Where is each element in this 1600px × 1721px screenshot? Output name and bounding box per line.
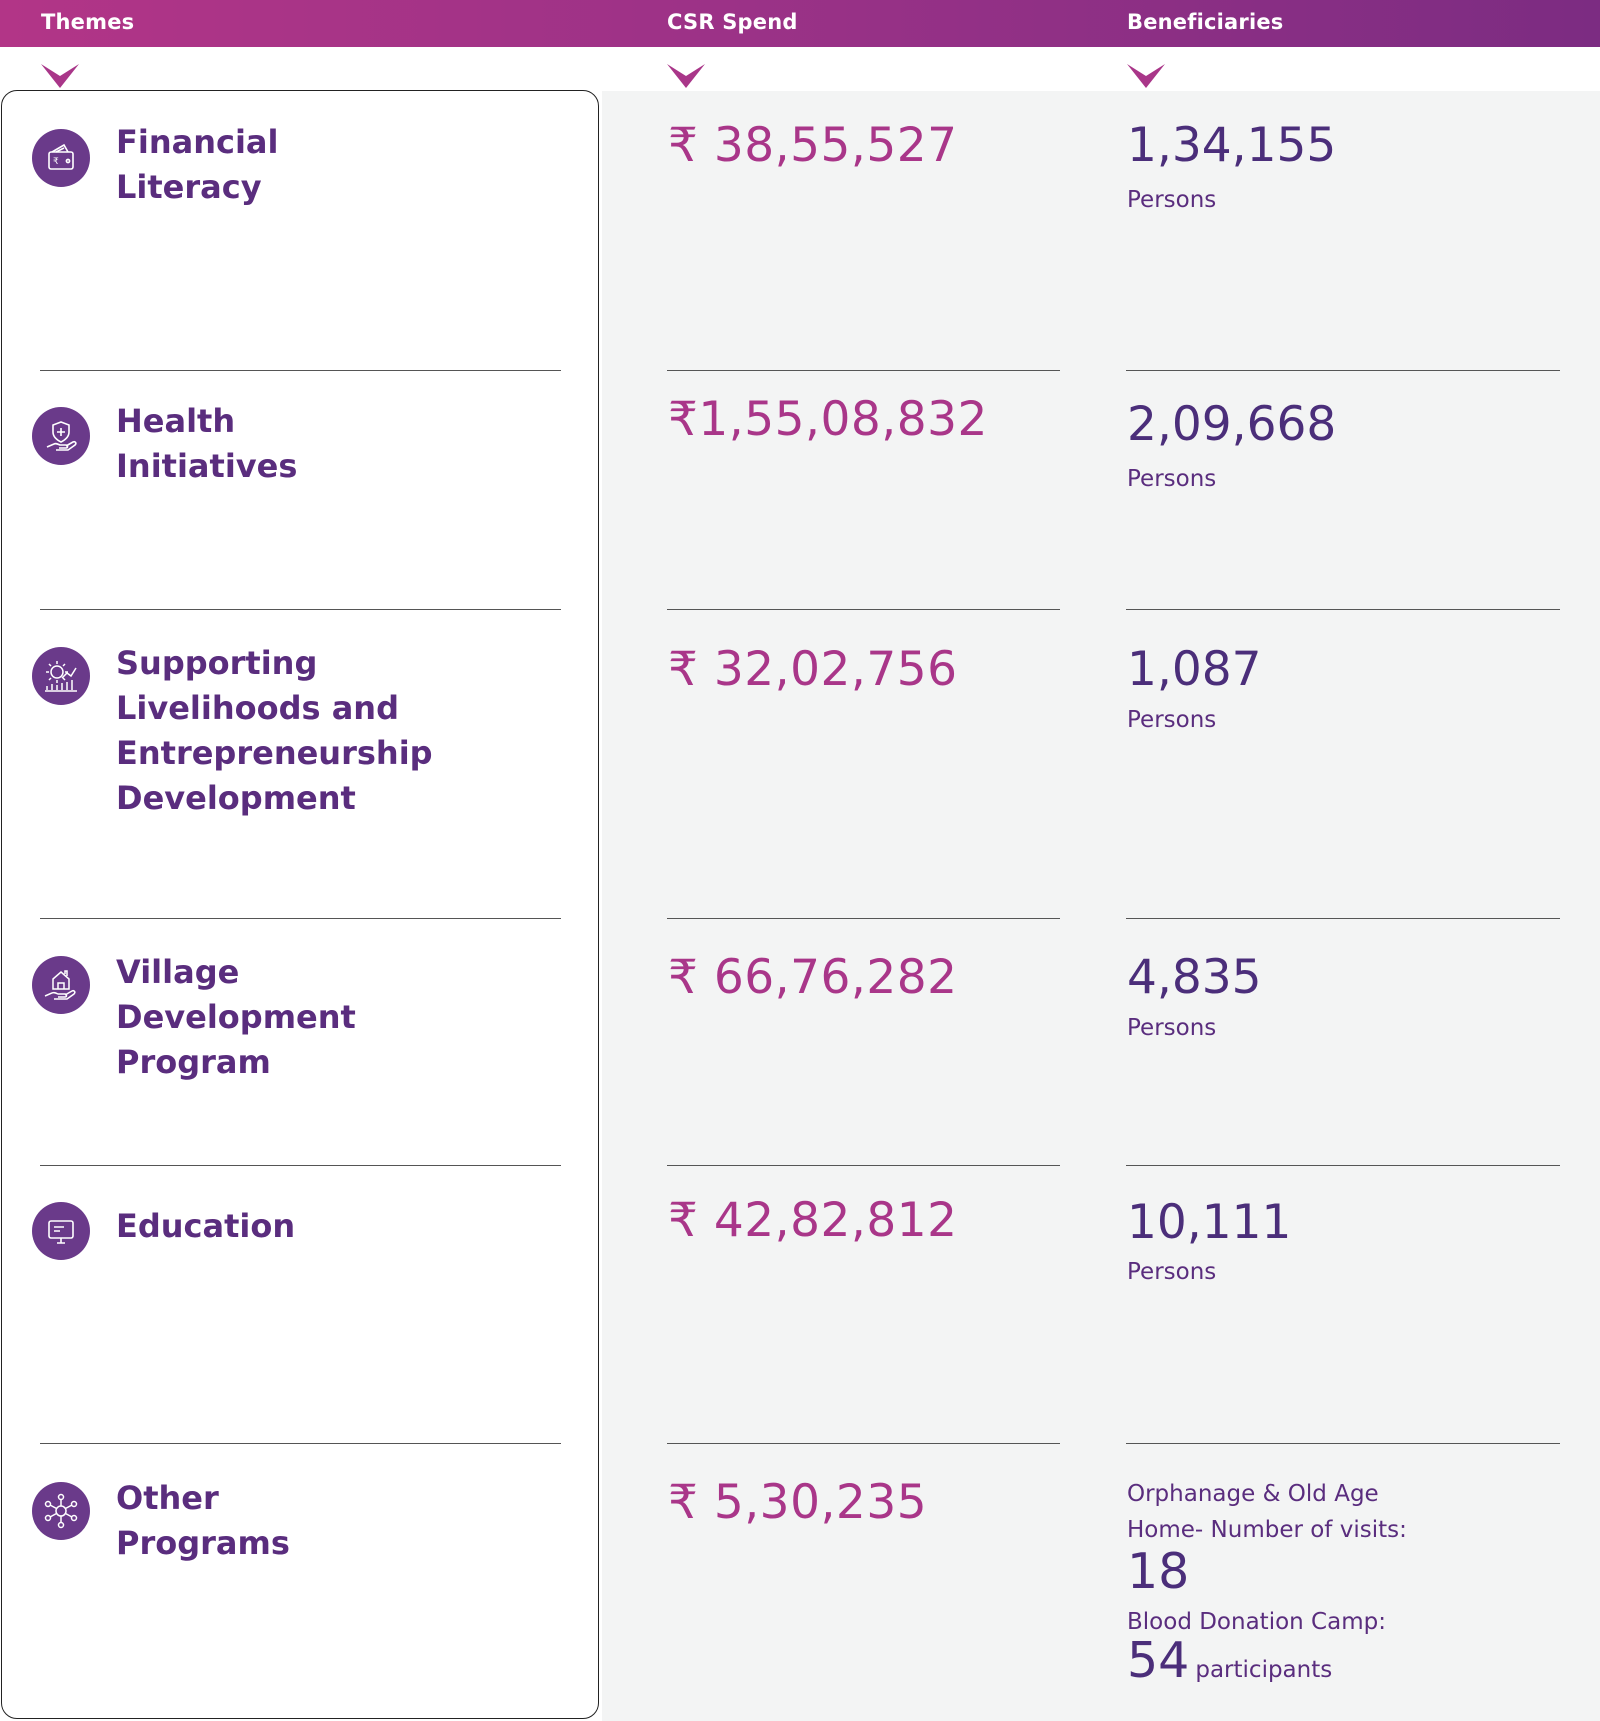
beneficiaries-unit: Persons	[1127, 707, 1217, 733]
health-shield-hand-icon	[32, 407, 90, 465]
row-divider	[40, 1443, 561, 1444]
orphanage-visits-value: 18	[1127, 1543, 1190, 1600]
csr-spend-value: ₹ 32,02,756	[668, 642, 958, 697]
row-divider	[667, 918, 1060, 919]
csr-spend-value: ₹ 66,76,282	[668, 950, 958, 1005]
beneficiaries-value: 10,111	[1127, 1195, 1292, 1250]
row-divider	[667, 609, 1060, 610]
row-divider	[40, 1165, 561, 1166]
row-divider	[1126, 609, 1560, 610]
beneficiaries-value: 2,09,668	[1127, 397, 1337, 452]
row-divider	[1126, 370, 1560, 371]
themes-column-box	[1, 90, 599, 1719]
table-header-bar: Themes CSR Spend Beneficiaries	[0, 0, 1600, 47]
wallet-rupee-icon: ₹	[32, 129, 90, 187]
theme-name-supporting-livelihoods: Supporting Livelihoods and Entrepreneurs…	[116, 644, 433, 817]
values-panel	[602, 91, 1600, 1721]
chevron-down-icon	[667, 64, 705, 88]
network-nodes-icon	[32, 1482, 90, 1540]
gear-growth-chart-icon	[32, 647, 90, 705]
orphanage-visits-label: Orphanage & Old Age Home- Number of visi…	[1127, 1481, 1407, 1543]
row-divider	[40, 609, 561, 610]
csr-spend-value: ₹ 5,30,235	[668, 1475, 928, 1530]
theme-name-financial-literacy: Financial Literacy	[116, 123, 279, 206]
csr-spend-value: ₹ 42,82,812	[668, 1193, 958, 1248]
beneficiaries-value: 1,34,155	[1127, 118, 1337, 173]
row-divider	[40, 370, 561, 371]
csr-spend-value: ₹ 38,55,527	[668, 118, 958, 173]
theme-name-other-programs: Other Programs	[116, 1479, 290, 1562]
row-divider	[1126, 918, 1560, 919]
blood-donation-label: Blood Donation Camp:	[1127, 1609, 1386, 1635]
theme-name-health-initiatives: Health Initiatives	[116, 402, 298, 485]
row-divider	[667, 370, 1060, 371]
theme-name-village-development: Village Development Program	[116, 953, 356, 1081]
row-divider	[40, 918, 561, 919]
row-divider	[1126, 1443, 1560, 1444]
beneficiaries-column-header: Beneficiaries	[1127, 10, 1284, 34]
csr-spend-value: ₹1,55,08,832	[668, 392, 988, 447]
svg-text:₹: ₹	[53, 157, 59, 167]
chevron-down-icon	[41, 64, 79, 88]
row-divider	[1126, 1165, 1560, 1166]
beneficiaries-value: 4,835	[1127, 950, 1262, 1005]
theme-name-education: Education	[116, 1207, 296, 1245]
chevron-down-icon	[1127, 64, 1165, 88]
beneficiaries-unit: Persons	[1127, 466, 1217, 492]
blood-donation-count: 54 participants	[1127, 1632, 1333, 1689]
row-divider	[667, 1443, 1060, 1444]
beneficiaries-unit: Persons	[1127, 187, 1217, 213]
house-hand-icon	[32, 956, 90, 1014]
themes-column-header: Themes	[41, 10, 135, 34]
beneficiaries-value: 1,087	[1127, 642, 1262, 697]
csr-spend-column-header: CSR Spend	[667, 10, 798, 34]
beneficiaries-unit: Persons	[1127, 1015, 1217, 1041]
beneficiaries-unit: Persons	[1127, 1259, 1217, 1285]
presentation-board-icon	[32, 1202, 90, 1260]
row-divider	[667, 1165, 1060, 1166]
blood-donation-unit: participants	[1195, 1657, 1333, 1683]
